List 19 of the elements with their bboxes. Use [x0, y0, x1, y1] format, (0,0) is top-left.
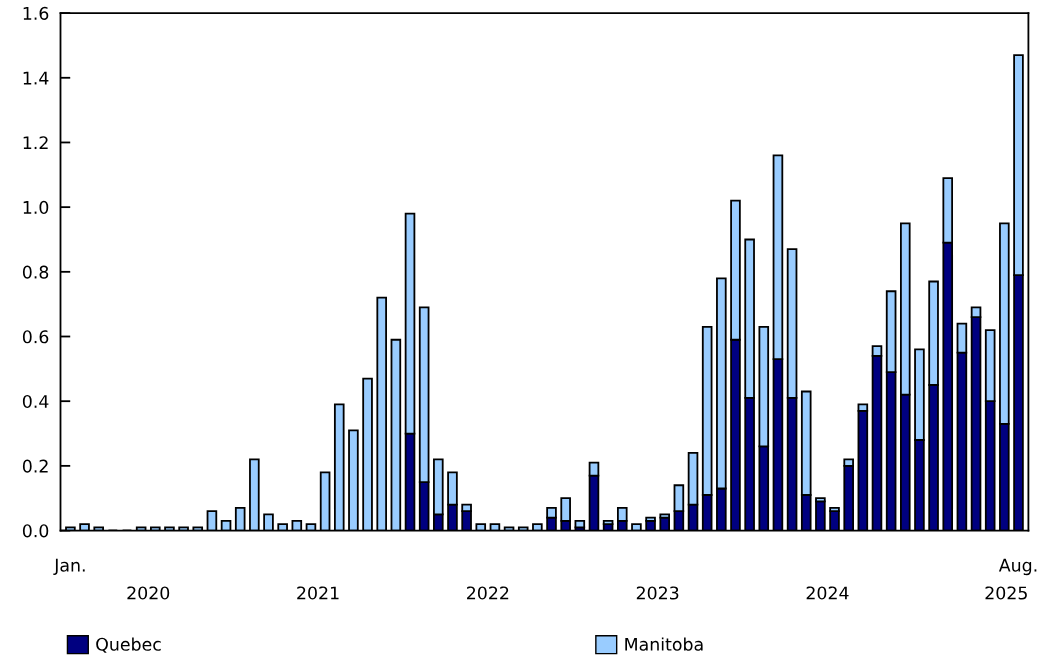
text: 2025: [985, 586, 1027, 600]
text: 2022: [467, 586, 509, 600]
text: 2020: [127, 586, 170, 600]
y-tick-label: 0.2: [22, 459, 48, 473]
x-tick-label: Jan.: [53, 558, 85, 575]
y-tick-label: 0.8: [22, 265, 49, 279]
y-tick-label: 0.4: [22, 394, 49, 409]
y-tick-label: 1.4: [23, 71, 49, 85]
text: 2021: [297, 586, 339, 600]
y-tick-label: 1.2: [23, 136, 48, 150]
y-tick-label: 0.0: [22, 524, 49, 538]
y-tick-label: 1.0: [23, 200, 49, 214]
y-tick-label: 1.6: [23, 6, 49, 20]
text: 2023: [636, 586, 679, 600]
y-tick-label: 0.6: [22, 330, 49, 344]
text: 2024: [806, 586, 849, 600]
x-tick-label: Aug.: [998, 558, 1037, 576]
legend-label: Manitoba: [625, 637, 703, 651]
legend-label: Quebec: [96, 637, 161, 653]
